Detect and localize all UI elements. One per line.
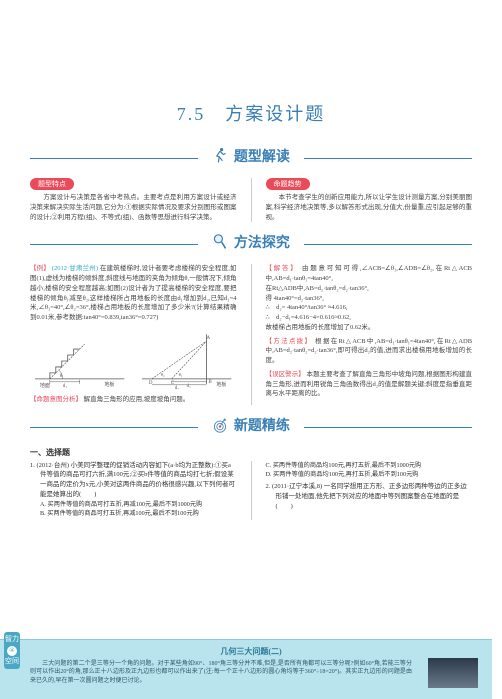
solution-block: 【解答】 由题意可知可得,∠ACB=∠θ₁,∠ADB=∠θ₂,在Rt△ACB中,… bbox=[266, 264, 473, 332]
target-icon bbox=[212, 415, 228, 435]
footer-text: 三大问题的第二个是三等分一个角的问题。对于某些角如90°、180°角三等分并不难… bbox=[30, 660, 472, 685]
s1-right-text: 本节考查学生的创新应用能力,所以让学生设计测量方案,分别美丽图案,科学经济地决策… bbox=[266, 193, 473, 222]
section-header-2: 方法探究 bbox=[30, 232, 472, 256]
footer-tab: 智力 ④ 空间 bbox=[4, 632, 20, 669]
chapter-name: 方案设计题 bbox=[225, 104, 325, 124]
runner-icon bbox=[212, 146, 228, 166]
chapter-num: 7.5 bbox=[177, 104, 206, 124]
section2-content: 【例】 (2012·甘肃兰州) 在建筑楼梯时,设计者要考虑楼梯的安全程度,如图(… bbox=[30, 264, 472, 404]
example-text: 【例】 (2012·甘肃兰州) 在建筑楼梯时,设计者要考虑楼梯的安全程度,如图(… bbox=[30, 264, 237, 323]
diagram-1: 地板 θ d₁ 地面 bbox=[30, 329, 129, 389]
section-title-1: 题型解读 bbox=[234, 146, 290, 166]
q1-optB: B. 买两件等值的商品可打五折,再减100元,最后不到100元购 bbox=[50, 509, 237, 518]
q2-src: (2011·辽宁本溪,8) bbox=[272, 483, 322, 490]
example-tag: 【例】 bbox=[30, 265, 50, 272]
footer-tab-t1: 智力 bbox=[5, 635, 19, 643]
pill-method: 【方法点拨】 bbox=[266, 338, 313, 345]
svg-text:地面: 地面 bbox=[40, 382, 50, 389]
svg-text:d₁: d₁ bbox=[187, 384, 191, 389]
pill-trend: 命题趋势 bbox=[266, 178, 310, 190]
q2: 2. (2011·辽宁本溪,8) 一名同学想用正方形、正多边形两种等边的正多边形… bbox=[266, 482, 473, 511]
footer-title: 几何三大问题(二) bbox=[30, 646, 472, 657]
diagram-row: 地板 θ d₁ 地面 bbox=[30, 329, 237, 389]
section-header-3: 新题精练 bbox=[30, 415, 472, 439]
svg-text:B: B bbox=[209, 380, 213, 385]
svg-text:D: D bbox=[149, 381, 153, 386]
q2-num: 2. bbox=[266, 483, 271, 490]
s1-left-text: 方案设计与决策是各省中考热点。主要考点是利用方案设计或经济决策来解决实际生活问题… bbox=[30, 193, 237, 222]
example-body: 在建筑楼梯时,设计者要考虑楼梯的安全程度,如图(1),虚线为楼梯的倾斜度,斜度线… bbox=[30, 265, 237, 321]
section-title-3: 新题精练 bbox=[234, 415, 290, 435]
pill-warning: 【误区警示】 bbox=[266, 371, 305, 378]
svg-text:θ₁: θ₁ bbox=[179, 372, 183, 377]
q1-optA: A. 买两件等值的商品可打五折,再减100元,最后不到1000元购 bbox=[50, 500, 237, 509]
practice-content: 1. (2012·台州) 小美同学整理的促销活动内容如下(a·b均为正整数):①… bbox=[30, 461, 472, 521]
q1-optC: C. 买两件等值的商品均100元,再打五折,最后不到1000元购 bbox=[266, 461, 473, 470]
footer-tab-t2: 空间 bbox=[5, 657, 19, 665]
diagram-2: 地板 A B C D θ₁ θ₂ d₁ d₂ bbox=[137, 329, 236, 389]
footer-image bbox=[428, 658, 478, 688]
sol-l3: ∴ d₂= 4tan40°/tan36° ≈4.616, bbox=[266, 304, 348, 311]
magnifier-icon bbox=[212, 232, 228, 252]
q1-src: (2012·台州) bbox=[37, 462, 70, 469]
chapter-title: 7.5 方案设计题 bbox=[30, 100, 472, 126]
svg-text:A: A bbox=[207, 336, 211, 341]
svg-text:θ₂: θ₂ bbox=[161, 372, 165, 377]
analysis-line: 【命题意图分析】 解直角三角形的应用,坡度坡角问题。 bbox=[30, 395, 237, 405]
sol-l5: 故楼梯占用地板的长度增加了0.62米。 bbox=[266, 324, 375, 331]
label-ground: 地板 bbox=[104, 381, 114, 388]
footer-tab-icon: ④ bbox=[7, 646, 17, 656]
svg-text:地板: 地板 bbox=[217, 381, 227, 388]
label-d1: d₁ bbox=[63, 384, 67, 389]
section-header-1: 题型解读 bbox=[30, 146, 472, 170]
warning-block: 【误区警示】 本题主要考查了解直角三角形中坡角问题,根据图形构建直角三角形,进而… bbox=[266, 370, 473, 399]
sol-l4: ∴ d₂−d₁=4.616−4=0.616≈0.62, bbox=[266, 314, 351, 321]
q1: 1. (2012·台州) 小美同学整理的促销活动内容如下(a·b均为正整数):①… bbox=[30, 461, 237, 519]
sol-l1: 在Rt△ADB中,AB=d₂·tanθ₂=d₂·tan36°, bbox=[266, 285, 369, 292]
analysis-tag: 【命题意图分析】 bbox=[30, 396, 82, 403]
analysis-text: 解直角三角形的应用,坡度坡角问题。 bbox=[84, 396, 190, 403]
pill-feature: 题型特点 bbox=[30, 178, 74, 190]
section-title-2: 方法探究 bbox=[234, 232, 290, 252]
q1-stem: 小美同学整理的促销活动内容如下(a·b均为正整数):①买a件等值的商品可打六折,… bbox=[40, 462, 235, 498]
sol-l2: 得 4tan40°=d₂·tan36°, bbox=[266, 295, 324, 302]
solution-tag: 【解答】 bbox=[266, 265, 299, 272]
q1-optD: D. 买两件等值的商品均100元,再打五折,最后不到100元购 bbox=[266, 470, 473, 479]
footer-box: 智力 ④ 空间 几何三大问题(二) 三大问题的第二个是三等分一个角的问题。对于某… bbox=[0, 639, 492, 699]
example-src: (2012·甘肃兰州) bbox=[52, 265, 98, 272]
section1-content: 题型特点 方案设计与决策是各省中考热点。主要考点是利用方案设计或经济决策来解决实… bbox=[30, 178, 472, 222]
practice-heading: 一、选择题 bbox=[30, 447, 472, 458]
svg-text:d₂: d₂ bbox=[175, 386, 179, 389]
q1-num: 1. bbox=[30, 462, 35, 469]
method-tip-block: 【方法点拨】 根据在Rt△ACB中,AB=d₁·tanθ₁=4tan40°,在R… bbox=[266, 337, 473, 366]
